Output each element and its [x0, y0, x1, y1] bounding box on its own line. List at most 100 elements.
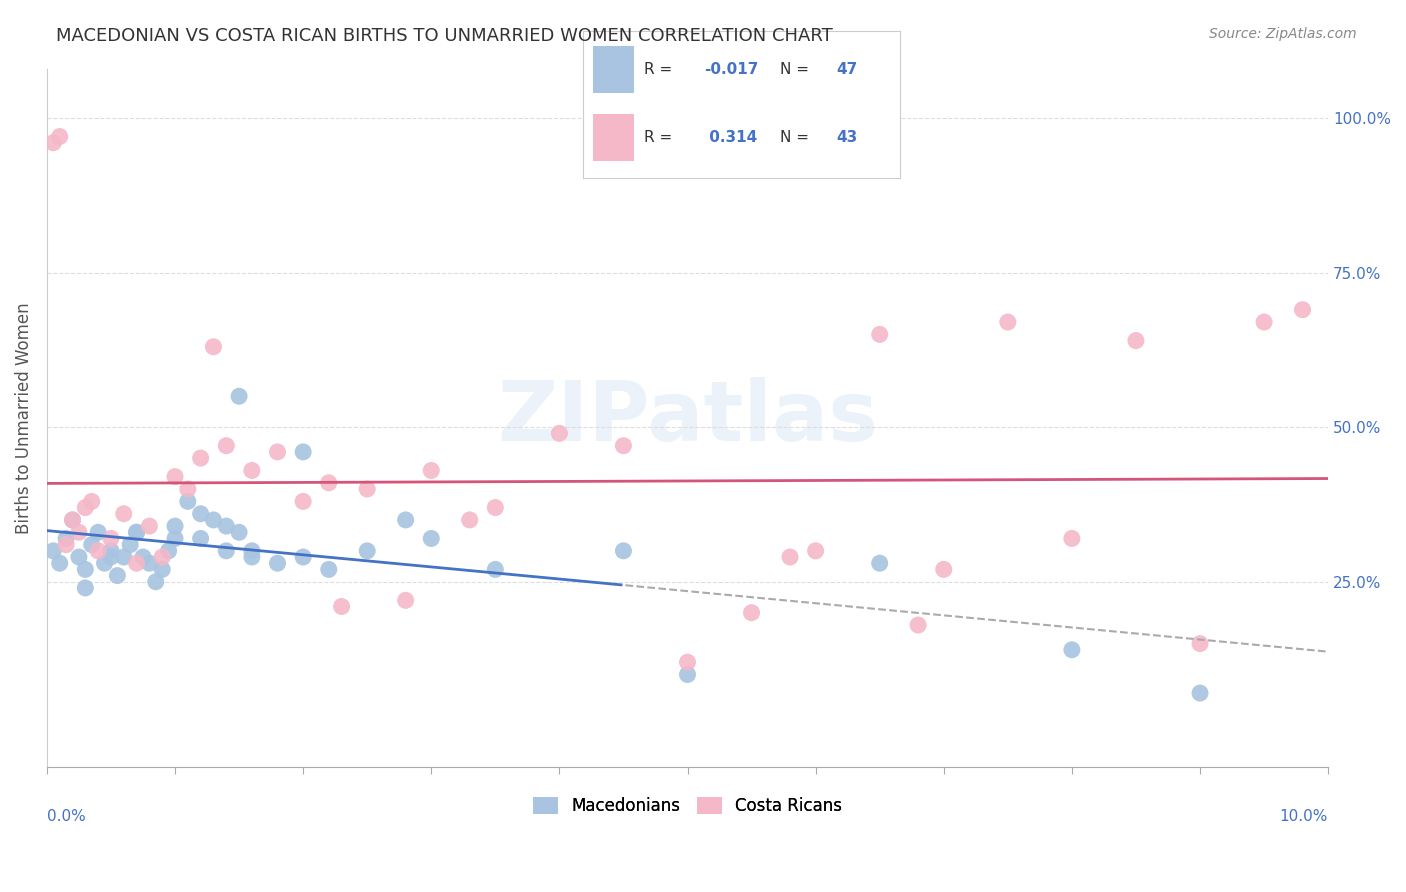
Point: [87, 544, 110, 558]
Text: N =: N =: [779, 129, 808, 145]
Point: [1188, 686, 1211, 700]
Point: [163, 532, 186, 546]
Point: [125, 525, 148, 540]
Point: [150, 562, 173, 576]
Text: 0.314: 0.314: [704, 129, 756, 145]
Point: [907, 618, 929, 632]
Text: ZIPatlas: ZIPatlas: [496, 377, 877, 458]
Point: [318, 562, 340, 576]
Point: [395, 593, 418, 607]
Point: [676, 667, 699, 681]
Point: [75, 581, 97, 595]
Point: [484, 562, 506, 576]
Point: [292, 445, 315, 459]
Text: 43: 43: [837, 129, 858, 145]
Point: [125, 556, 148, 570]
Point: [240, 544, 263, 558]
Point: [356, 544, 378, 558]
Point: [190, 451, 212, 466]
Legend: Macedonians, Costa Ricans: Macedonians, Costa Ricans: [526, 790, 849, 822]
Point: [1125, 334, 1147, 348]
Point: [67, 525, 90, 540]
Point: [67, 549, 90, 564]
Point: [138, 519, 160, 533]
Point: [997, 315, 1019, 329]
Point: [163, 469, 186, 483]
Text: 0.0%: 0.0%: [46, 809, 86, 824]
Point: [215, 519, 238, 533]
Point: [80, 538, 103, 552]
Point: [228, 389, 250, 403]
Point: [75, 500, 97, 515]
Point: [676, 655, 699, 669]
Point: [80, 494, 103, 508]
Point: [55, 532, 77, 546]
Point: [132, 549, 155, 564]
Point: [42, 136, 65, 150]
Point: [202, 513, 225, 527]
Point: [163, 519, 186, 533]
Text: -0.017: -0.017: [704, 62, 758, 77]
Point: [741, 606, 763, 620]
Point: [266, 445, 288, 459]
Point: [1060, 532, 1083, 546]
Point: [75, 562, 97, 576]
Point: [42, 544, 65, 558]
Point: [100, 532, 122, 546]
Point: [105, 568, 128, 582]
Point: [612, 544, 634, 558]
Point: [62, 513, 84, 527]
Point: [292, 549, 315, 564]
Point: [318, 475, 340, 490]
Point: [612, 439, 634, 453]
Text: 47: 47: [837, 62, 858, 77]
Point: [266, 556, 288, 570]
Point: [548, 426, 571, 441]
Text: 10.0%: 10.0%: [1279, 809, 1329, 824]
Point: [484, 500, 506, 515]
Point: [395, 513, 418, 527]
Point: [55, 538, 77, 552]
Point: [1253, 315, 1275, 329]
Text: N =: N =: [779, 62, 808, 77]
Point: [932, 562, 955, 576]
Point: [228, 525, 250, 540]
Point: [177, 494, 200, 508]
Point: [1291, 302, 1313, 317]
Point: [779, 549, 801, 564]
Point: [330, 599, 353, 614]
Y-axis label: Births to Unmarried Women: Births to Unmarried Women: [15, 302, 32, 533]
Point: [420, 532, 443, 546]
Point: [138, 556, 160, 570]
Point: [240, 463, 263, 477]
Bar: [593, 113, 634, 161]
Point: [215, 544, 238, 558]
Point: [150, 549, 173, 564]
Point: [87, 525, 110, 540]
Point: [177, 482, 200, 496]
Point: [100, 549, 122, 564]
Point: [458, 513, 481, 527]
Point: [157, 544, 180, 558]
Point: [869, 327, 891, 342]
Point: [125, 525, 148, 540]
Text: Source: ZipAtlas.com: Source: ZipAtlas.com: [1209, 27, 1357, 41]
Text: R =: R =: [644, 129, 672, 145]
Point: [215, 439, 238, 453]
Point: [356, 482, 378, 496]
Point: [292, 494, 315, 508]
Text: MACEDONIAN VS COSTA RICAN BIRTHS TO UNMARRIED WOMEN CORRELATION CHART: MACEDONIAN VS COSTA RICAN BIRTHS TO UNMA…: [56, 27, 832, 45]
Bar: [593, 45, 634, 93]
Point: [202, 340, 225, 354]
Point: [112, 549, 135, 564]
Point: [145, 574, 167, 589]
Point: [48, 129, 70, 144]
Point: [48, 556, 70, 570]
Point: [112, 507, 135, 521]
Point: [190, 507, 212, 521]
Point: [420, 463, 443, 477]
Point: [240, 549, 263, 564]
Point: [1188, 637, 1211, 651]
Point: [190, 532, 212, 546]
Point: [62, 513, 84, 527]
